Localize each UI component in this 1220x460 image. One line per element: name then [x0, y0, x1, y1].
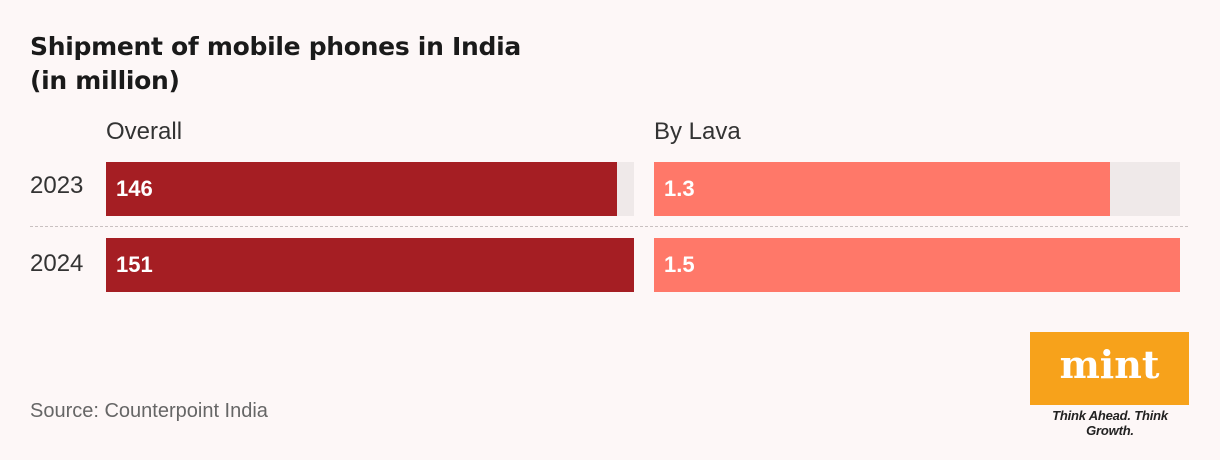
bar-value-lava-2024: 1.5: [664, 252, 695, 277]
logo-tagline: Think Ahead. Think Growth.: [1052, 408, 1168, 438]
year-label-2024: 2024: [30, 250, 84, 277]
panel-title-overall: Overall: [106, 118, 183, 145]
year-label-2023: 2023: [30, 172, 84, 199]
row-divider: [30, 226, 1188, 227]
bar-value-lava-2023: 1.3: [664, 176, 695, 201]
bar-overall-2024: [106, 238, 634, 292]
mint-logo: mint: [1030, 332, 1189, 405]
bar-lava-2024: [654, 238, 1180, 292]
logo-wordmark: mint: [1059, 342, 1160, 387]
chart-title-line1: Shipment of mobile phones in India: [30, 32, 521, 61]
chart-title-line2: (in million): [30, 66, 180, 95]
bar-track-lava-2023: 1.3: [654, 162, 1180, 216]
bar-track-overall-2023: 146: [106, 162, 634, 216]
bar-overall-2023: [106, 162, 617, 216]
source-note: Source: Counterpoint India: [30, 400, 268, 422]
bar-track-lava-2024: 1.5: [654, 238, 1180, 292]
bar-value-overall-2024: 151: [116, 252, 153, 277]
bar-value-overall-2023: 146: [116, 176, 153, 201]
chart-title: Shipment of mobile phones in India (in m…: [30, 30, 521, 98]
bar-track-overall-2024: 151: [106, 238, 634, 292]
panel-title-lava: By Lava: [654, 118, 741, 145]
bar-lava-2023: [654, 162, 1110, 216]
